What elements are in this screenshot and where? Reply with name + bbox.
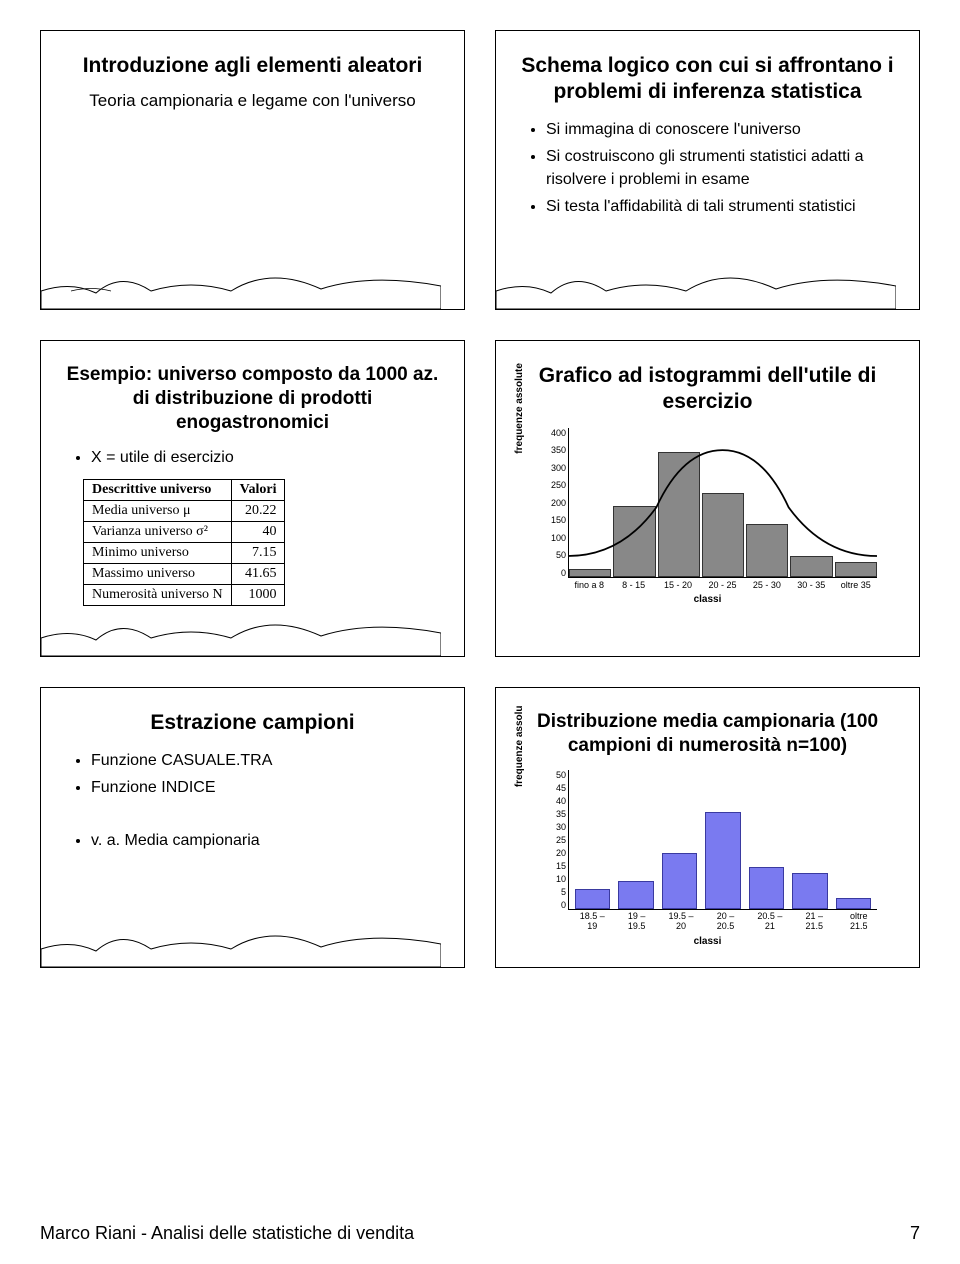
page-footer: Marco Riani - Analisi delle statistiche … <box>40 1223 920 1244</box>
esempio-bullet: X = utile di esercizio <box>91 446 442 469</box>
footer-left: Marco Riani - Analisi delle statistiche … <box>40 1223 414 1244</box>
esempio-bullets: X = utile di esercizio <box>63 446 442 469</box>
schema-bullets: Si immagina di conoscere l'universo Si c… <box>518 118 897 219</box>
card-distribution: Distribuzione media campionaria (100 cam… <box>495 687 920 967</box>
table-header: Descrittive universo <box>84 480 232 501</box>
list-item: v. a. Media campionaria <box>91 829 442 852</box>
table-cell: 41.65 <box>231 564 285 585</box>
table-cell: 1000 <box>231 585 285 606</box>
distribution-bar <box>662 853 697 909</box>
histogram-bar <box>702 493 744 577</box>
histogram-xticks: fino a 8 8 - 15 15 - 20 20 - 25 25 - 30 … <box>568 580 877 590</box>
histogram-bar <box>569 569 611 576</box>
histogram-chart: 0 50 100 150 200 250 300 350 400 <box>568 428 877 578</box>
histogram-bar <box>658 452 700 577</box>
table-cell: Numerosità universo N <box>84 585 232 606</box>
distribution-yticks: 0 5 10 15 20 25 30 35 40 45 50 <box>542 770 566 910</box>
distribution-xticks: 18.5 – 19 19 – 19.5 19.5 – 20 20 – 20.5 … <box>574 912 877 932</box>
histogram-ylabel: frequenze assolute <box>514 363 525 454</box>
histogram-bar <box>613 506 655 577</box>
distribution-bar <box>749 867 784 909</box>
card-esempio: Esempio: universo composto da 1000 az. d… <box>40 340 465 657</box>
mountain-decoration <box>41 608 441 656</box>
distribution-title: Distribuzione media campionaria (100 cam… <box>518 710 897 758</box>
estrazione-bullets: Funzione CASUALE.TRA Funzione INDICE <box>63 749 442 799</box>
distribution-ylabel: frequenze assolu <box>514 705 525 787</box>
histogram-bar <box>746 524 788 576</box>
estrazione-title: Estrazione campioni <box>63 710 442 736</box>
card-histogram: Grafico ad istogrammi dell'utile di eser… <box>495 340 920 657</box>
distribution-bar <box>618 881 653 909</box>
table-cell: Massimo universo <box>84 564 232 585</box>
esempio-title: Esempio: universo composto da 1000 az. d… <box>63 363 442 434</box>
schema-title: Schema logico con cui si affrontano i pr… <box>518 53 897 106</box>
table-cell: 20.22 <box>231 501 285 522</box>
mountain-decoration <box>41 261 441 309</box>
distribution-bar <box>792 873 827 909</box>
footer-right: 7 <box>910 1223 920 1244</box>
distribution-bar <box>575 889 610 908</box>
distribution-bar <box>705 812 740 909</box>
table-header: Valori <box>231 480 285 501</box>
histogram-xlabel: classi <box>518 594 897 605</box>
table-cell: Minimo universo <box>84 543 232 564</box>
schema-bullet: Si testa l'affidabilità di tali strument… <box>546 195 897 218</box>
distribution-bar <box>836 898 871 909</box>
card-intro: Introduzione agli elementi aleatori Teor… <box>40 30 465 310</box>
list-item: Funzione CASUALE.TRA <box>91 749 442 772</box>
intro-title: Introduzione agli elementi aleatori <box>63 53 442 79</box>
mountain-decoration <box>41 919 441 967</box>
histogram-title: Grafico ad istogrammi dell'utile di eser… <box>518 363 897 416</box>
table-cell: Varianza universo σ² <box>84 522 232 543</box>
mountain-decoration <box>496 261 896 309</box>
list-item: Funzione INDICE <box>91 776 442 799</box>
schema-bullet: Si immagina di conoscere l'universo <box>546 118 897 141</box>
stats-table: Descrittive universo Valori Media univer… <box>83 479 285 606</box>
estrazione-bullets-b: v. a. Media campionaria <box>63 829 442 852</box>
schema-bullet: Si costruiscono gli strumenti statistici… <box>546 145 897 191</box>
card-estrazione: Estrazione campioni Funzione CASUALE.TRA… <box>40 687 465 967</box>
histogram-bar <box>835 562 877 577</box>
table-cell: Media universo μ <box>84 501 232 522</box>
distribution-xlabel: classi <box>518 936 897 947</box>
distribution-chart: 0 5 10 15 20 25 30 35 40 45 50 <box>568 770 877 910</box>
card-schema: Schema logico con cui si affrontano i pr… <box>495 30 920 310</box>
histogram-yticks: 0 50 100 150 200 250 300 350 400 <box>538 428 566 578</box>
intro-subtitle: Teoria campionaria e legame con l'univer… <box>63 91 442 111</box>
table-cell: 40 <box>231 522 285 543</box>
histogram-bar <box>790 556 832 576</box>
table-cell: 7.15 <box>231 543 285 564</box>
